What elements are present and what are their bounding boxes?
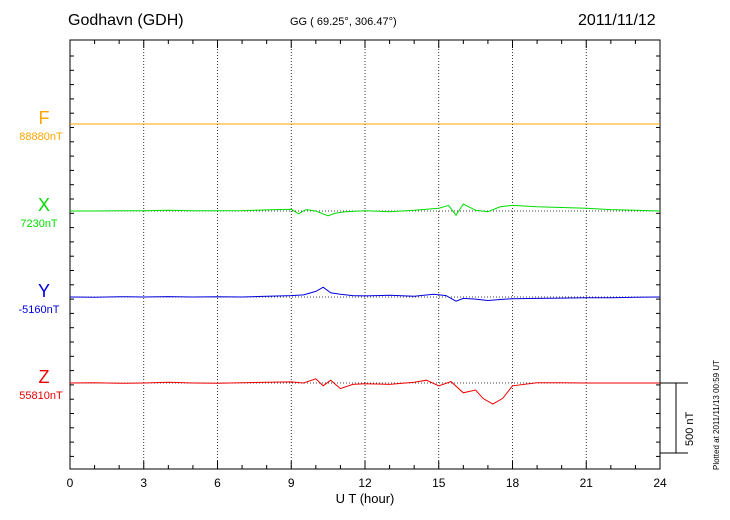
x-tick-label: 12 xyxy=(358,476,372,490)
x-tick-label: 24 xyxy=(653,476,667,490)
x-tick-label: 21 xyxy=(580,476,594,490)
channel-y-name: Y xyxy=(37,281,50,301)
plot-frame xyxy=(69,39,661,470)
channel-f-baseline: 88880nT xyxy=(19,131,63,143)
station-title: Godhavn (GDH) xyxy=(68,12,184,29)
x-tick-label: 9 xyxy=(288,476,295,490)
station-coords: GG ( 69.25°, 306.47°) xyxy=(290,16,397,28)
x-tick-label: 18 xyxy=(506,476,520,490)
series-line-z xyxy=(69,378,660,405)
channel-z-baseline: 55810nT xyxy=(19,390,63,402)
x-tick-label: 15 xyxy=(432,476,446,490)
series-line-x xyxy=(70,203,661,217)
plotted-timestamp: Plotted at 2011/11/13 00:59 UT xyxy=(712,359,721,470)
channel-f-name: F xyxy=(38,108,50,128)
date-label: 2011/11/12 xyxy=(578,12,656,29)
x-tick-label: 3 xyxy=(140,476,147,490)
x-tick-label: 0 xyxy=(67,476,74,490)
x-tick-label: 6 xyxy=(214,476,221,490)
channel-z-name: Z xyxy=(38,367,50,387)
x-axis-title: U T (hour) xyxy=(336,491,395,506)
channel-y-baseline: -5160nT xyxy=(18,304,60,316)
channel-x-name: X xyxy=(37,195,50,215)
scale-bar-label: 500 nT xyxy=(684,411,696,446)
series-line-y xyxy=(69,286,661,302)
channel-x-baseline: 7230nT xyxy=(20,218,58,230)
